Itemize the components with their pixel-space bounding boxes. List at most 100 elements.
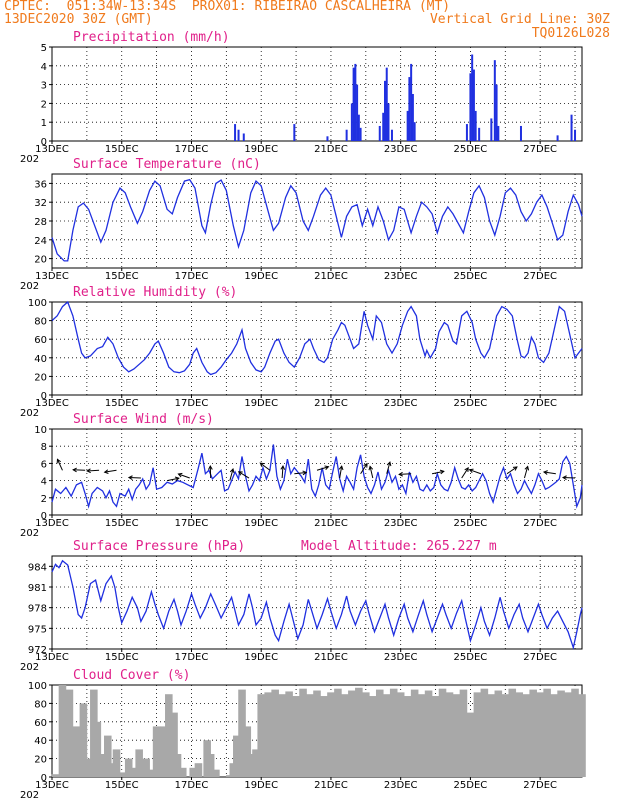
x-year-label: 202 xyxy=(20,790,39,800)
y-tick-label: 6 xyxy=(41,459,47,470)
surface-pressure-hpa-line xyxy=(51,559,583,651)
x-year-label: 202 xyxy=(20,154,39,165)
x-tick-label: 13DEC xyxy=(35,780,69,791)
x-year-label: 202 xyxy=(20,408,39,419)
x-tick-label: 13DEC xyxy=(35,652,69,663)
cloud-bar xyxy=(515,692,524,777)
precip-bar xyxy=(387,103,390,141)
wind-arrow xyxy=(431,470,444,475)
wind-arrow-head xyxy=(280,465,286,470)
precipitation-mm-h-frame xyxy=(51,46,583,142)
precip-bar xyxy=(350,103,353,141)
y-tick-label: 80 xyxy=(34,317,47,328)
y-tick-label: 100 xyxy=(28,681,47,692)
x-tick-label: 21DEC xyxy=(314,652,348,663)
cloud-bar xyxy=(58,685,67,777)
cloud-bar xyxy=(189,767,198,777)
surface-temperature-nc-title: Surface Temperature (nC) xyxy=(73,157,261,172)
cloud-bar xyxy=(306,694,314,777)
cloud-bar xyxy=(252,749,260,777)
wind-arrow xyxy=(523,466,529,479)
header-date: 13DEC2020 30Z (GMT) xyxy=(4,12,153,27)
precip-bar xyxy=(237,129,240,141)
x-tick-label: 15DEC xyxy=(105,144,139,155)
cloud-bar xyxy=(285,691,293,777)
cloud-bar xyxy=(233,735,241,777)
x-tick-label: 21DEC xyxy=(314,398,348,409)
x-tick-label: 27DEC xyxy=(523,271,557,282)
cloud-bar xyxy=(51,774,60,777)
x-tick-label: 25DEC xyxy=(454,780,488,791)
wind-arrow-head xyxy=(512,466,518,471)
surface-pressure-hpa-title: Surface Pressure (hPa) xyxy=(73,539,245,554)
x-tick-label: 25DEC xyxy=(454,398,488,409)
x-tick-label: 25DEC xyxy=(454,144,488,155)
wind-arrow xyxy=(469,469,482,475)
precip-bar xyxy=(474,110,477,141)
precip-bar xyxy=(385,67,388,141)
cloud-bar xyxy=(550,694,558,777)
precip-bar xyxy=(345,129,348,141)
precip-bar xyxy=(519,125,522,141)
cloud-bar xyxy=(112,749,121,777)
wind-arrow xyxy=(57,459,63,471)
cloud-bar xyxy=(396,692,405,777)
precip-bar xyxy=(378,125,381,141)
cloud-bar xyxy=(178,767,187,777)
x-tick-label: 13DEC xyxy=(35,398,69,409)
x-tick-label: 17DEC xyxy=(175,652,209,663)
cloud-bar xyxy=(571,688,579,777)
cloud-bar xyxy=(417,694,426,777)
wind-arrow-head xyxy=(56,458,61,464)
cloud-bar xyxy=(480,688,489,777)
x-tick-label: 19DEC xyxy=(244,652,278,663)
cloud-bar xyxy=(424,690,433,777)
x-tick-label: 15DEC xyxy=(105,271,139,282)
cloud-bar xyxy=(362,692,370,777)
wind-arrow-head xyxy=(363,462,368,468)
cloud-bar xyxy=(348,690,356,777)
y-tick-label: 2 xyxy=(41,99,47,110)
y-tick-label: 5 xyxy=(41,43,47,54)
precip-bar xyxy=(570,114,573,141)
x-tick-label: 19DEC xyxy=(244,518,278,529)
y-tick-label: 40 xyxy=(34,736,47,747)
cloud-bar xyxy=(117,772,126,777)
y-tick-label: 32 xyxy=(34,198,47,209)
cloud-bar xyxy=(246,754,255,777)
header-grid-note: Vertical Grid Line: 30Z xyxy=(429,12,610,27)
x-tick-label: 21DEC xyxy=(314,271,348,282)
header-line-1: CPTEC: 051:34W-13:34S PROX01: RIBEIRAO C… xyxy=(4,0,451,14)
precip-bar xyxy=(326,136,329,141)
cloud-bar xyxy=(271,689,279,777)
x-tick-label: 17DEC xyxy=(175,271,209,282)
wind-arrow-head xyxy=(86,468,91,474)
wind-arrow-head xyxy=(259,462,265,467)
wind-arrow xyxy=(369,466,374,479)
cloud-bar xyxy=(152,726,161,777)
cloud-bar xyxy=(79,703,88,777)
wind-arrow xyxy=(178,473,190,479)
wind-arrow xyxy=(260,462,271,471)
x-tick-label: 21DEC xyxy=(314,144,348,155)
precip-bar xyxy=(408,77,411,141)
y-tick-label: 0 xyxy=(41,511,47,522)
wind-arrow-head xyxy=(72,467,77,473)
cloud-bar xyxy=(206,754,215,777)
x-tick-label: 19DEC xyxy=(244,144,278,155)
wind-arrow xyxy=(339,466,343,479)
wind-arrow-head xyxy=(398,471,403,477)
y-tick-label: 28 xyxy=(34,217,47,228)
y-tick-label: 3 xyxy=(41,81,47,92)
wind-arrow-head xyxy=(177,472,183,478)
cloud-bar xyxy=(452,694,461,777)
wind-arrow xyxy=(166,477,179,482)
cloud-bar xyxy=(438,688,447,777)
x-tick-label: 23DEC xyxy=(384,780,418,791)
wind-arrow xyxy=(238,471,250,479)
x-tick-label: 25DEC xyxy=(454,652,488,663)
cloud-bar xyxy=(72,726,81,777)
precip-bar xyxy=(383,80,386,141)
precip-bar xyxy=(471,54,474,141)
cloud-bar xyxy=(389,688,398,777)
